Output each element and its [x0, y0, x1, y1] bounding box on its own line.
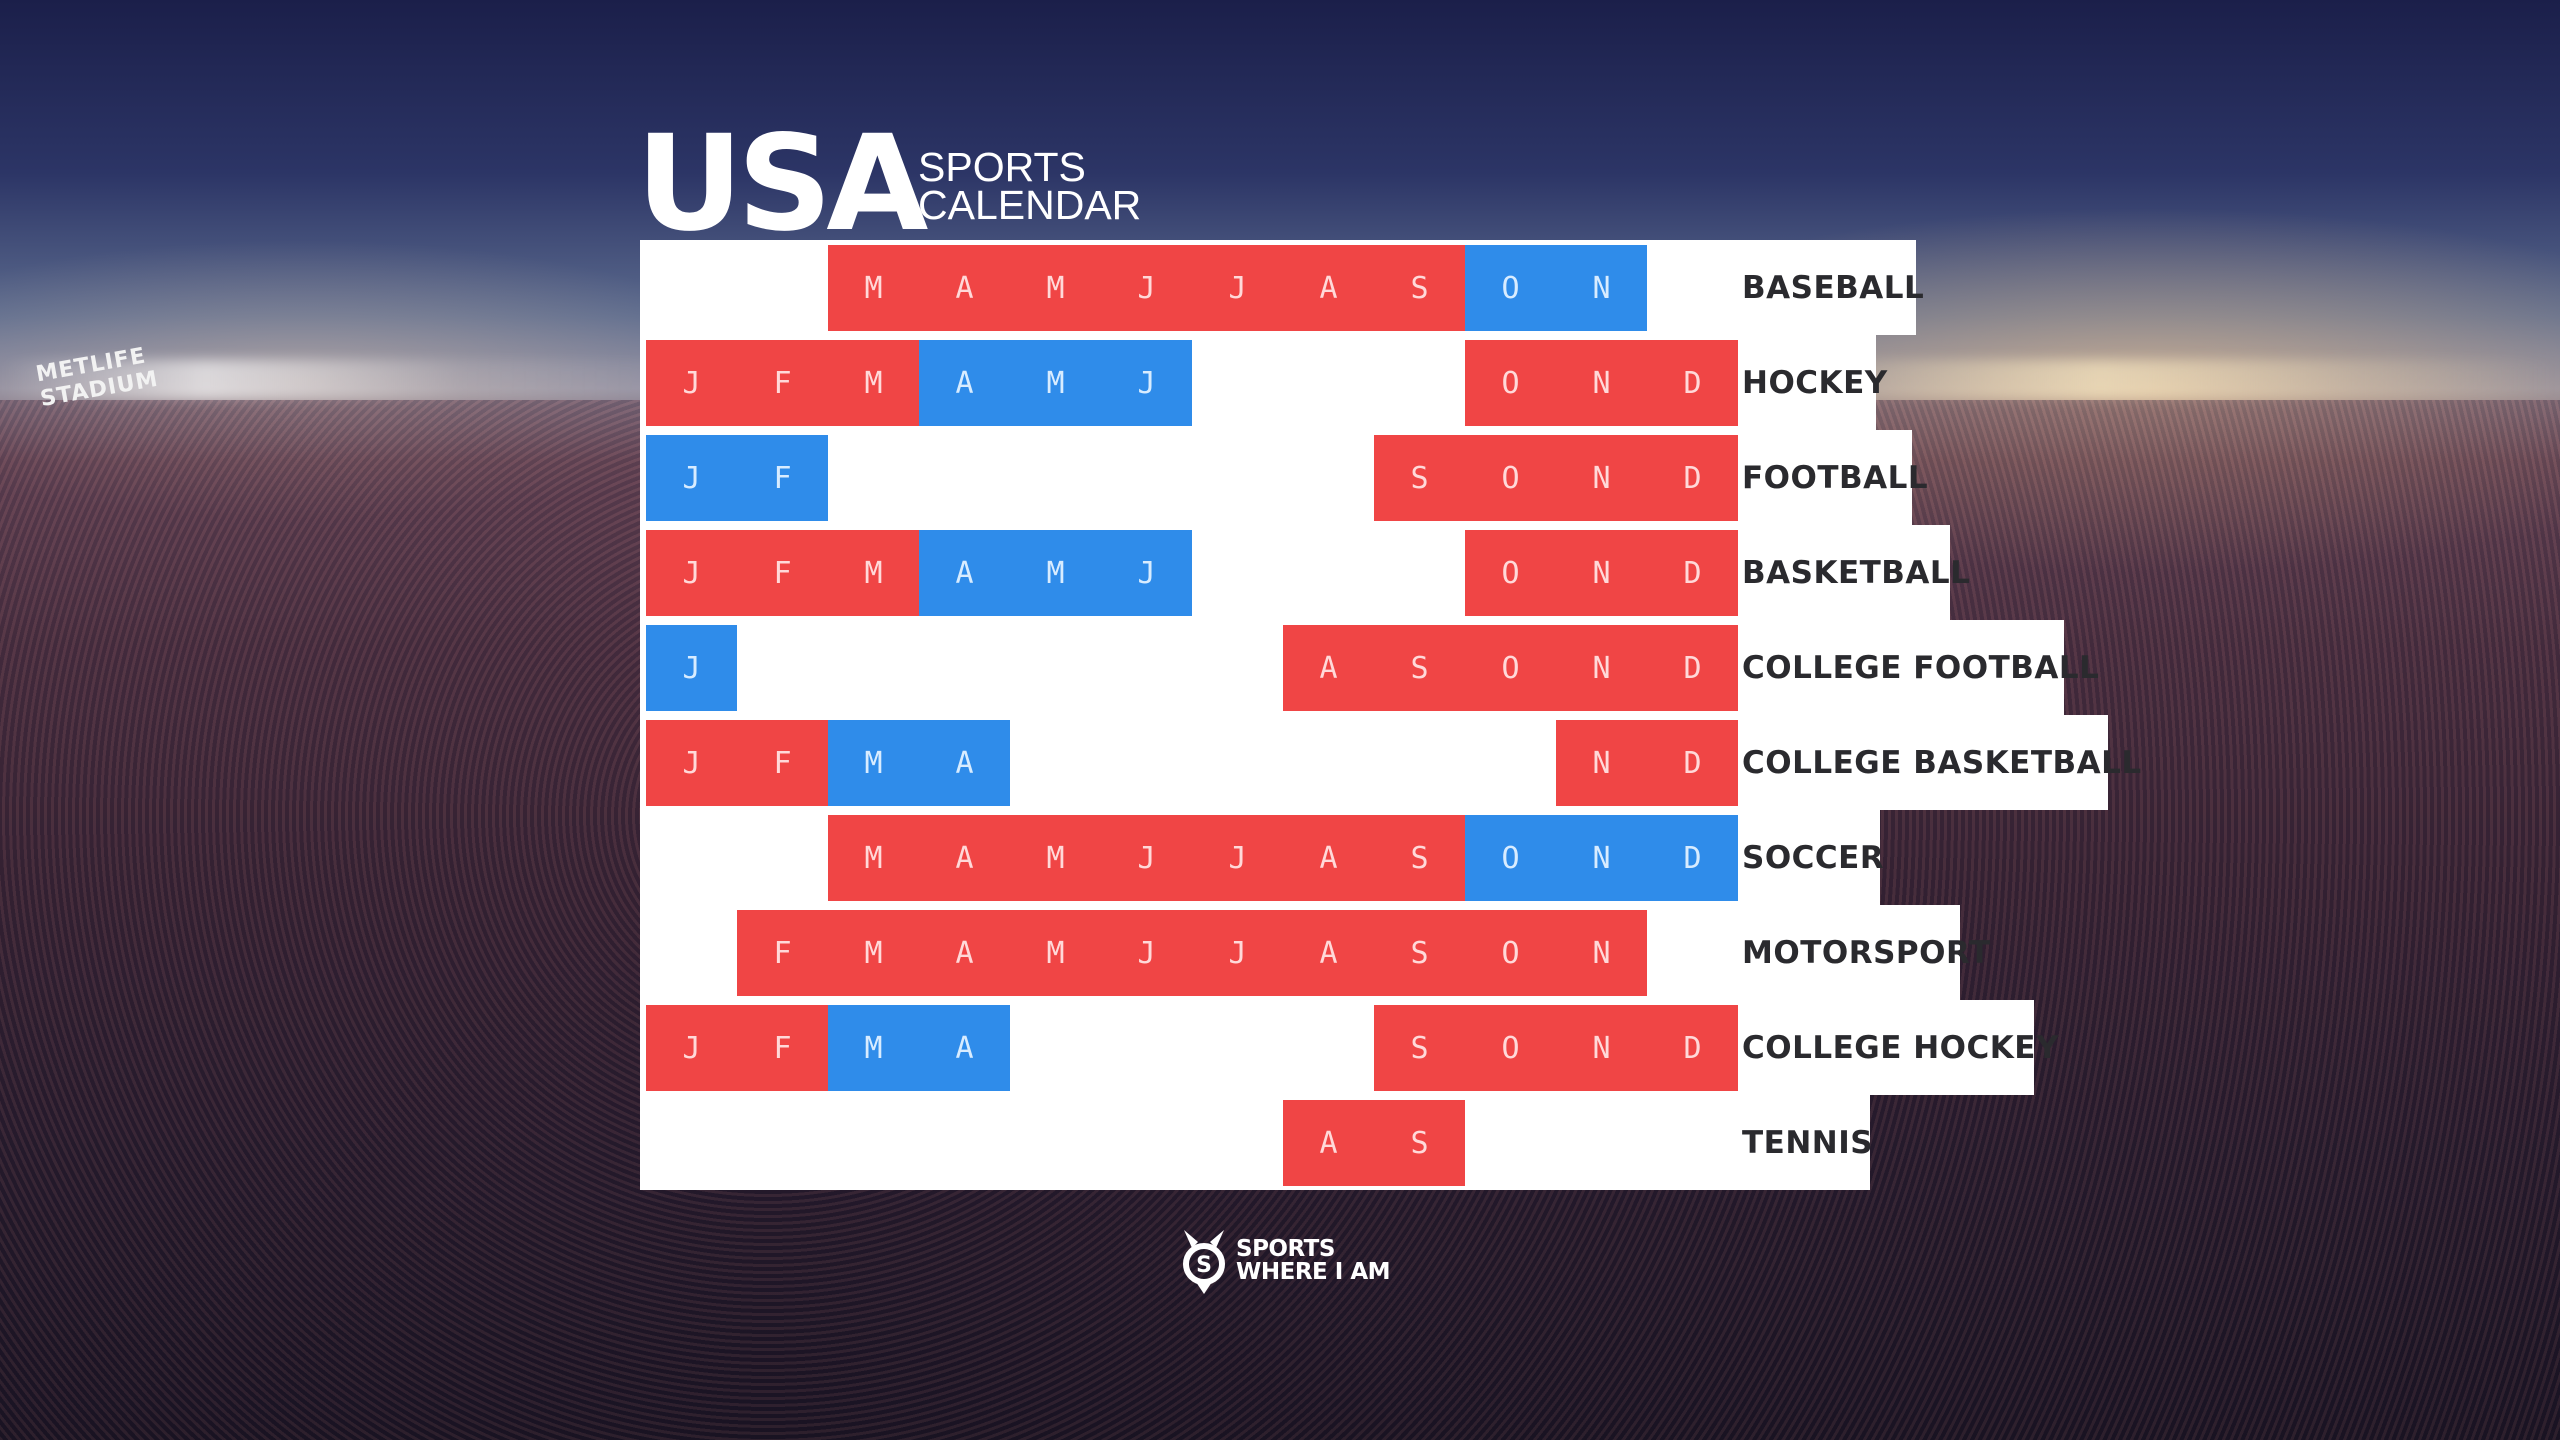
month-cell: O: [1465, 910, 1556, 996]
title-line-calendar: CALENDAR: [918, 182, 1142, 228]
month-cell: N: [1556, 530, 1647, 616]
month-cell: O: [1465, 435, 1556, 521]
month-cell: M: [1010, 245, 1101, 331]
month-cell: S: [1374, 245, 1465, 331]
svg-text:S: S: [1196, 1253, 1212, 1278]
month-cell: J: [1192, 910, 1283, 996]
month-cell: A: [1283, 1100, 1374, 1186]
month-cell: M: [828, 245, 919, 331]
month-cell: N: [1556, 435, 1647, 521]
month-cell: N: [1556, 910, 1647, 996]
month-cell: M: [828, 910, 919, 996]
sport-label: BASKETBALL: [1742, 555, 1971, 591]
month-cell: A: [919, 910, 1010, 996]
month-cell: F: [737, 910, 828, 996]
month-cell: A: [919, 1005, 1010, 1091]
month-cell: O: [1465, 245, 1556, 331]
month-cell: O: [1465, 815, 1556, 901]
sport-label: COLLEGE FOOTBALL: [1742, 650, 2100, 686]
month-cell: F: [737, 435, 828, 521]
sports-where-i-am-logo: S SPORTS WHERE I AM: [1178, 1226, 1391, 1296]
month-cell: S: [1374, 625, 1465, 711]
month-cell: A: [1283, 815, 1374, 901]
month-cell: D: [1647, 815, 1738, 901]
month-cell: S: [1374, 435, 1465, 521]
month-cell: O: [1465, 1005, 1556, 1091]
month-cell: J: [1101, 245, 1192, 331]
month-cell: O: [1465, 340, 1556, 426]
month-cell: D: [1647, 340, 1738, 426]
month-cell: M: [828, 530, 919, 616]
month-cell: M: [828, 815, 919, 901]
sport-label: TENNIS: [1742, 1125, 1874, 1161]
month-cell: M: [1010, 815, 1101, 901]
month-cell: J: [1192, 245, 1283, 331]
title-subtitle: SPORTS CALENDAR: [918, 144, 1142, 228]
title-line-sports: SPORTS: [918, 144, 1086, 190]
month-cell: S: [1374, 1100, 1465, 1186]
month-cell: J: [1192, 815, 1283, 901]
sport-label: FOOTBALL: [1742, 460, 1929, 496]
month-cell: A: [919, 340, 1010, 426]
month-cell: F: [737, 720, 828, 806]
month-cell: M: [1010, 340, 1101, 426]
logo-mark-icon: S: [1183, 1230, 1225, 1294]
month-cell: F: [737, 340, 828, 426]
month-cell: A: [919, 245, 1010, 331]
month-cell: M: [1010, 910, 1101, 996]
month-cell: J: [646, 625, 737, 711]
sport-label: COLLEGE HOCKEY: [1742, 1030, 2059, 1066]
month-cell: D: [1647, 625, 1738, 711]
month-cell: S: [1374, 815, 1465, 901]
month-cell: O: [1465, 625, 1556, 711]
month-cell: O: [1465, 530, 1556, 616]
logo-line-1: SPORTS: [1236, 1236, 1335, 1262]
month-cell: A: [919, 815, 1010, 901]
month-cell: M: [828, 1005, 919, 1091]
month-cell: N: [1556, 625, 1647, 711]
month-cell: D: [1647, 1005, 1738, 1091]
month-cell: S: [1374, 910, 1465, 996]
month-cell: M: [828, 340, 919, 426]
month-cell: S: [1374, 1005, 1465, 1091]
month-cell: J: [646, 1005, 737, 1091]
month-cell: D: [1647, 435, 1738, 521]
logo-text: SPORTS WHERE I AM: [1236, 1236, 1391, 1285]
sport-label: COLLEGE BASKETBALL: [1742, 745, 2142, 781]
sport-label: MOTORSPORT: [1742, 935, 1991, 971]
month-cell: J: [646, 530, 737, 616]
month-cell: J: [646, 720, 737, 806]
month-cell: N: [1556, 815, 1647, 901]
month-cell: D: [1647, 720, 1738, 806]
month-cell: A: [919, 720, 1010, 806]
month-cell: M: [1010, 530, 1101, 616]
month-cell: J: [1101, 340, 1192, 426]
month-cell: F: [737, 1005, 828, 1091]
month-cell: J: [1101, 530, 1192, 616]
month-cell: N: [1556, 720, 1647, 806]
month-cell: J: [646, 340, 737, 426]
month-cell: A: [1283, 245, 1374, 331]
month-cell: F: [737, 530, 828, 616]
month-cell: J: [1101, 815, 1192, 901]
month-cell: N: [1556, 245, 1647, 331]
month-cell: D: [1647, 530, 1738, 616]
month-cell: N: [1556, 340, 1647, 426]
calendar-row-background: [640, 1095, 1870, 1190]
sport-label: BASEBALL: [1742, 270, 1925, 306]
month-cell: J: [1101, 910, 1192, 996]
month-cell: N: [1556, 1005, 1647, 1091]
sport-label: HOCKEY: [1742, 365, 1888, 401]
month-cell: A: [1283, 910, 1374, 996]
title-usa: USA: [636, 107, 928, 261]
month-cell: J: [646, 435, 737, 521]
month-cell: A: [1283, 625, 1374, 711]
month-cell: M: [828, 720, 919, 806]
sport-label: SOCCER: [1742, 840, 1885, 876]
logo-line-2: WHERE I AM: [1236, 1259, 1391, 1285]
month-cell: A: [919, 530, 1010, 616]
